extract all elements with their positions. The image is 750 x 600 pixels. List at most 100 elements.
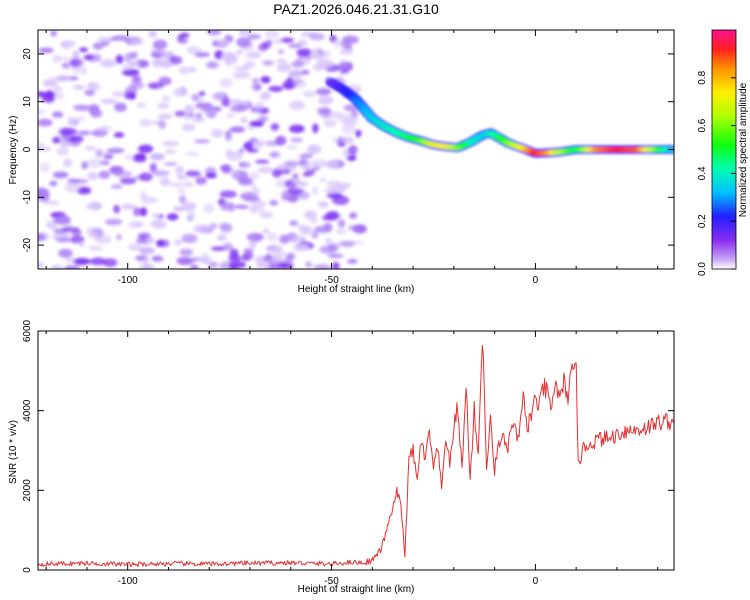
spectrogram-noise-blob (110, 184, 123, 189)
spectrogram-noise-blob (302, 172, 311, 177)
spectrogram-noise-blob (191, 117, 206, 123)
spectrogram-noise-blob (149, 153, 165, 161)
spectrogram-noise-blob (293, 243, 310, 252)
spectrogram-noise-blob (332, 38, 343, 47)
spectrogram-noise-blob (114, 102, 127, 113)
spectrogram-noise-blob (186, 151, 199, 156)
spectrogram-noise-blob (269, 200, 279, 206)
spectrogram-noise-blob (328, 111, 344, 119)
spectrogram-noise-blob (61, 226, 80, 232)
spectrogram-noise-blob (38, 142, 45, 147)
spectrogram-noise-blob (310, 217, 318, 224)
spectrogram-noise-blob (151, 255, 164, 262)
spectrogram-noise-blob (69, 235, 85, 244)
spectrogram-noise-blob (288, 79, 302, 84)
spectrogram-noise-blob (63, 158, 73, 168)
spectrogram-noise-blob (206, 30, 222, 36)
spectrogram-noise-blob (139, 191, 147, 199)
spectrogram-noise-blob (78, 47, 89, 52)
spectrogram-noise-blob (138, 144, 154, 154)
spectrogram-noise-blob (324, 187, 337, 194)
spectrogram-noise-blob (265, 39, 273, 45)
spectrogram-noise-blob (236, 37, 252, 48)
spectrogram-noise-blob (349, 212, 358, 219)
spectrogram-noise-blob (238, 30, 250, 37)
spectrogram-noise-blob (176, 257, 194, 265)
spectrogram-noise-blob (306, 144, 322, 155)
spectrogram-noise-blob (98, 170, 111, 179)
spectrogram-noise-blob (296, 48, 313, 57)
spectrogram-noise-blob (139, 172, 153, 182)
spectrogram-noise-blob (88, 246, 104, 251)
spectrogram-noise-blob (270, 123, 280, 131)
spectrogram-noise-blob (220, 201, 231, 211)
spectrogram-noise-blob (43, 200, 60, 206)
spectrogram-noise-blob (185, 170, 201, 177)
spectrogram-noise-blob (337, 63, 350, 70)
spectrogram-noise-blob (106, 147, 125, 154)
spectrogram-noise-blob (147, 236, 155, 245)
spectrogram-x-tick-label: 0 (533, 275, 539, 286)
spectrogram-noise-blob (183, 112, 191, 122)
spectrogram-noise-blob (312, 186, 319, 195)
spectrogram-noise-blob (264, 30, 280, 38)
spectrogram-noise-blob (205, 172, 217, 179)
spectrogram-noise-blob (312, 47, 324, 55)
spectrogram-noise-blob (208, 223, 218, 229)
spectrogram-noise-blob (152, 170, 170, 177)
spectrogram-noise-blob (197, 102, 213, 108)
spectrogram-noise-blob (317, 201, 329, 208)
spectrogram-noise-blob (206, 111, 217, 119)
spectrogram-noise-blob (266, 244, 283, 252)
spectrogram-y-tick-label: 0 (22, 146, 33, 152)
spectrogram-noise-blob (240, 116, 248, 124)
spectrogram-noise-blob (89, 232, 98, 238)
spectrogram-noise-blob (193, 139, 211, 144)
spectrogram-noise-blob (212, 39, 219, 47)
spectrogram-noise-blob (139, 207, 148, 217)
spectrogram-noise-blob (45, 220, 58, 230)
spectrogram-noise-blob (189, 66, 197, 73)
spectrogram-noise-blob (252, 141, 264, 149)
spectrogram-noise-blob (250, 200, 267, 208)
spectrogram-noise-blob (218, 78, 234, 88)
spectrogram-noise-blob (113, 132, 125, 138)
spectrogram-noise-blob (147, 82, 164, 89)
colorbar-tick-label: 0.8 (697, 70, 708, 84)
spectrogram-noise-blob (347, 225, 360, 231)
spectrogram-noise-blob (286, 144, 297, 150)
spectrogram-noise-blob (262, 60, 275, 66)
spectrogram-noise-blob (92, 42, 104, 50)
spectrogram-noise-blob (309, 32, 325, 41)
spectrogram-noise-blob (206, 61, 218, 69)
spectrogram-noise-blob (335, 228, 347, 235)
spectrogram-noise-blob (290, 61, 305, 68)
spectrogram-noise-blob (332, 262, 340, 269)
spectrogram-noise-blob (186, 212, 196, 219)
spectrogram-noise-blob (182, 124, 195, 132)
colorbar-label: Normalized spectral amplitude (738, 82, 749, 217)
spectrogram-noise-blob (86, 158, 103, 168)
spectrogram-noise-blob (220, 223, 233, 233)
spectrogram-noise-blob (179, 248, 194, 257)
spectrogram-noise-blob (284, 160, 300, 167)
spectrogram-noise-blob (289, 220, 299, 226)
spectrogram-noise-blob (38, 47, 54, 53)
spectrogram-noise-blob (95, 148, 103, 158)
spectrogram-noise-blob (217, 234, 227, 242)
spectrogram-noise-blob (226, 151, 243, 161)
spectrogram-y-tick-label: 10 (22, 96, 33, 108)
spectrogram-noise-blob (195, 176, 207, 185)
spectrogram-noise-blob (347, 258, 358, 264)
spectrogram-noise-blob (142, 257, 150, 267)
spectrogram-noise-blob (159, 177, 171, 186)
spectrogram-noise-blob (262, 228, 270, 234)
spectrogram-noise-blob (257, 115, 269, 123)
spectrogram-noise-blob (221, 164, 232, 174)
spectrogram-noise-blob (304, 210, 317, 220)
spectrogram-noise-blob (49, 180, 58, 187)
spectrogram-noise-blob (326, 159, 339, 170)
spectrogram-noise-blob (272, 250, 286, 258)
spectrogram-noise-blob (152, 58, 162, 68)
